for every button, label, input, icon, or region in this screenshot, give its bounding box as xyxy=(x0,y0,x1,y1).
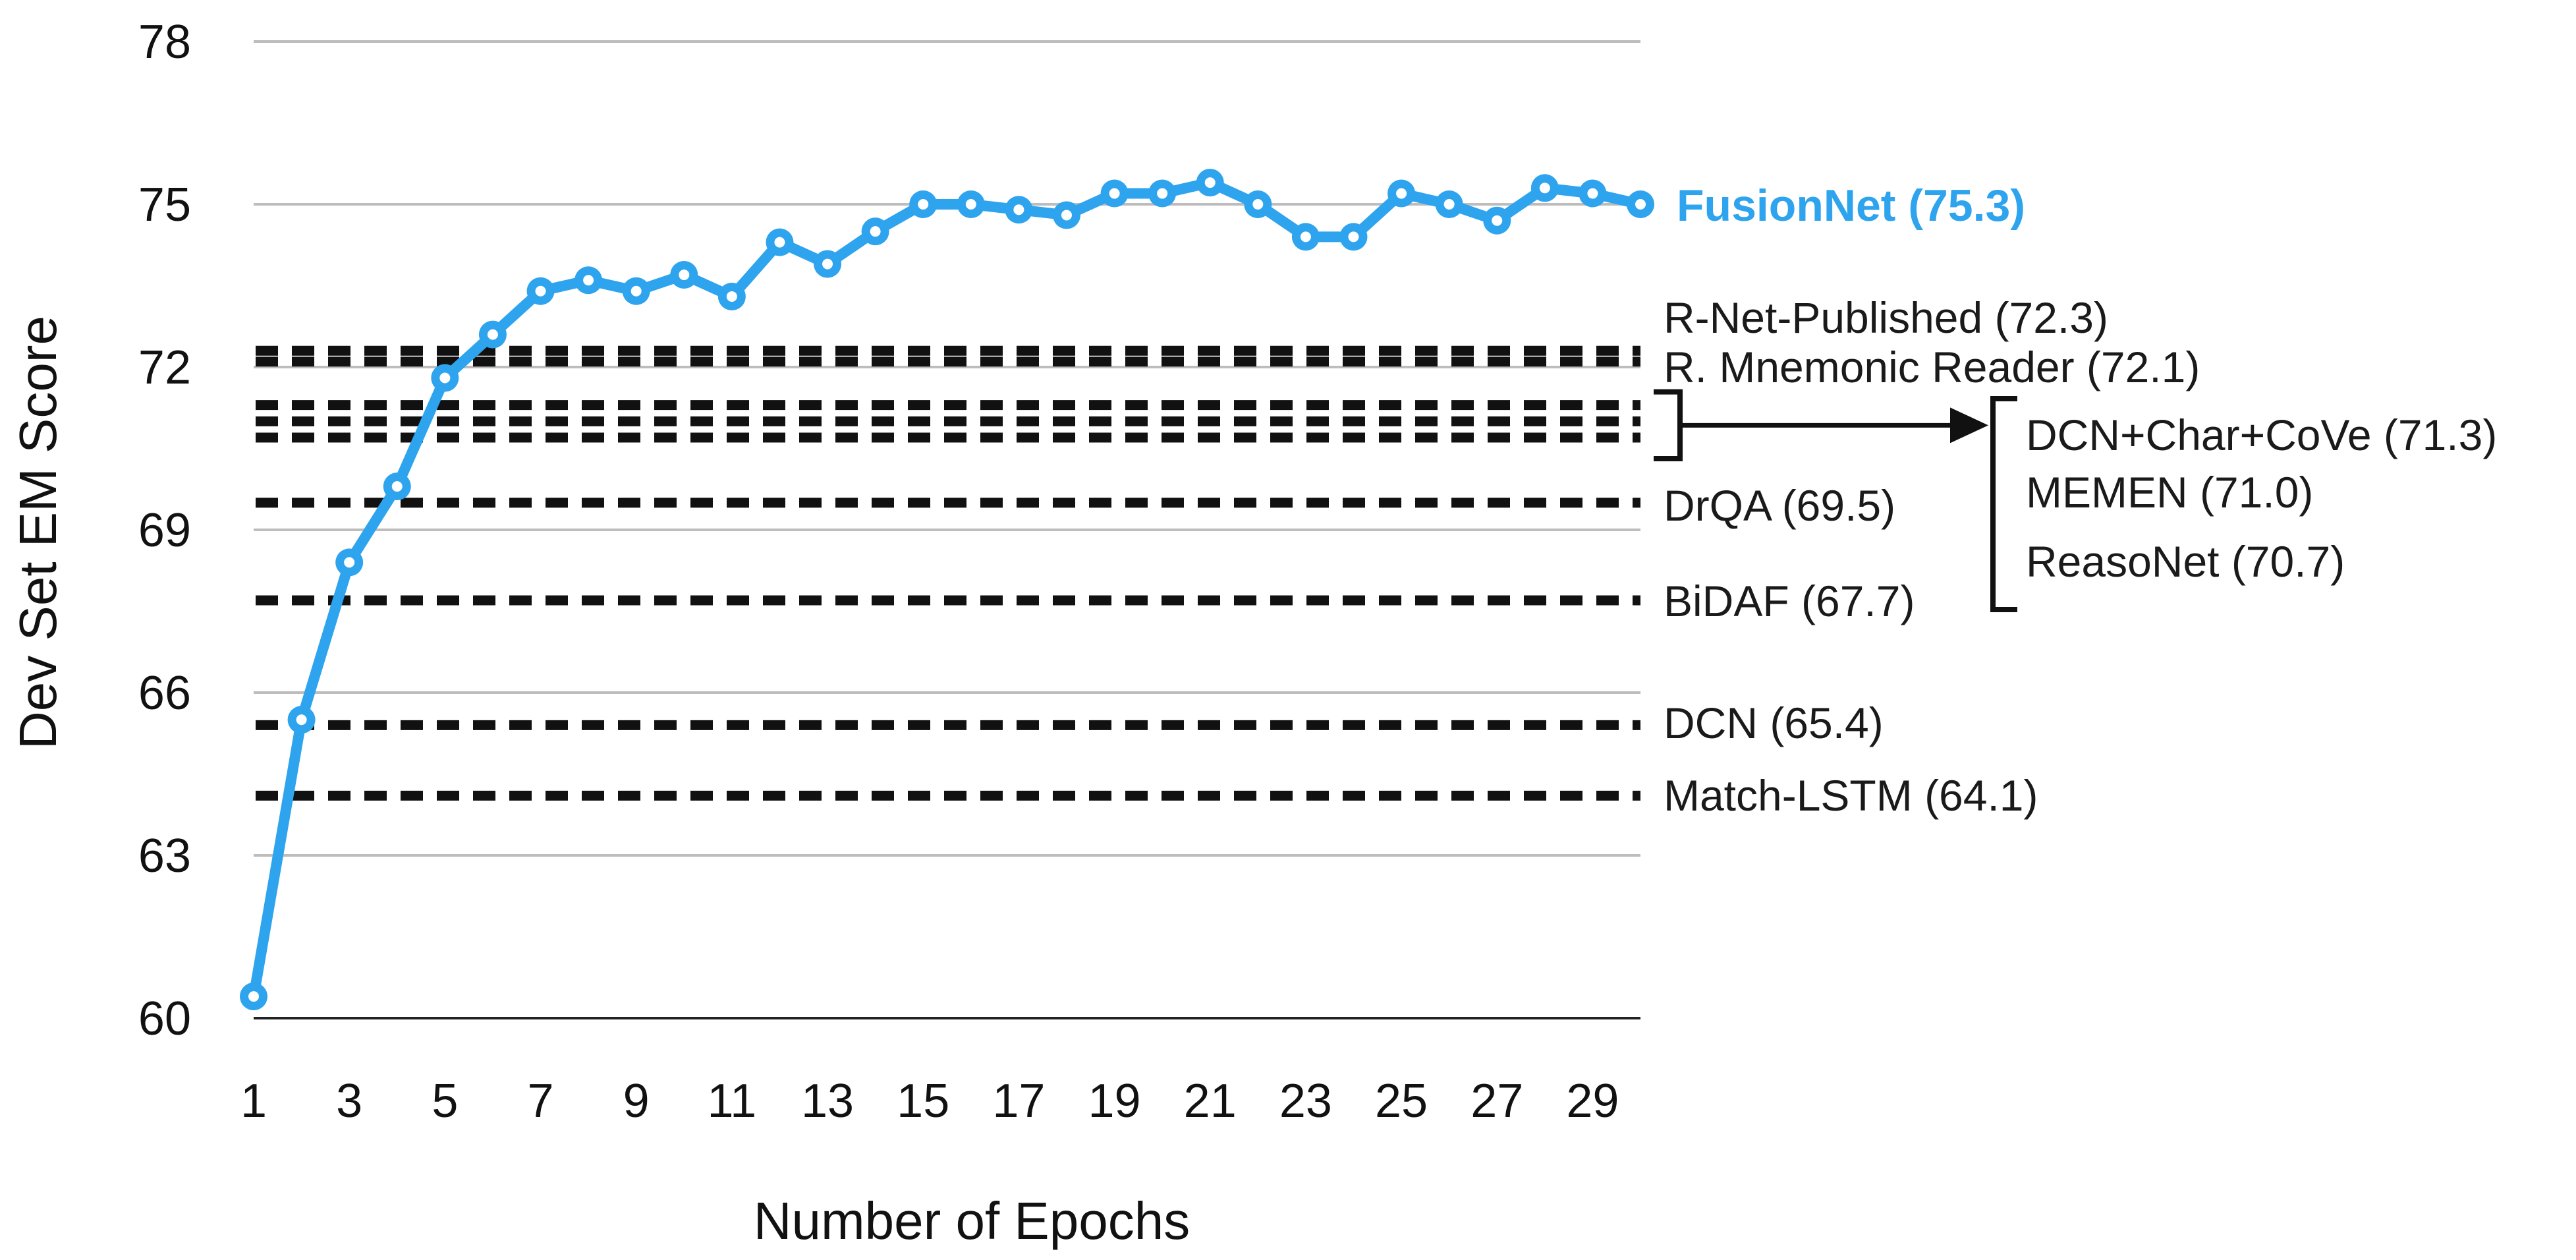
data-point-center-epoch-13 xyxy=(822,258,833,270)
x-tick-15: 15 xyxy=(897,1075,949,1128)
data-point-center-epoch-29 xyxy=(1587,188,1598,199)
y-tick-75: 75 xyxy=(138,179,191,231)
data-point-center-epoch-2 xyxy=(296,714,307,726)
data-point-center-epoch-23 xyxy=(1300,231,1311,243)
y-axis-title: Dev Set EM Score xyxy=(9,316,67,749)
x-tick-9: 9 xyxy=(623,1075,650,1128)
y-tick-69: 69 xyxy=(138,504,191,557)
data-point-center-epoch-12 xyxy=(774,237,785,248)
ref-label-drqa: DrQA (69.5) xyxy=(1664,481,1895,530)
data-point-center-epoch-26 xyxy=(1443,199,1455,210)
data-point-center-epoch-28 xyxy=(1539,183,1550,194)
ref-label-r-net-published: R-Net-Published (72.3) xyxy=(1664,293,2108,342)
series-label-fusionnet: FusionNet (75.3) xyxy=(1677,181,2025,231)
y-gridlines xyxy=(254,40,1640,1019)
ref-label-r-mnemonic-reader: R. Mnemonic Reader (72.1) xyxy=(1664,343,2200,391)
data-point-center-epoch-9 xyxy=(630,285,642,297)
x-tick-17: 17 xyxy=(992,1075,1045,1128)
ref-label-match-lstm: Match-LSTM (64.1) xyxy=(1664,771,2038,820)
arrow-head xyxy=(1950,407,1988,444)
y-tick-60: 60 xyxy=(138,992,191,1045)
data-point-center-epoch-17 xyxy=(1013,204,1024,215)
data-point-center-epoch-25 xyxy=(1396,188,1407,199)
data-point-center-epoch-14 xyxy=(870,226,881,237)
data-point-center-epoch-30 xyxy=(1635,199,1646,210)
data-point-center-epoch-21 xyxy=(1204,177,1216,188)
y-tick-labels: 60 63 66 69 72 75 78 xyxy=(138,16,191,1045)
bracket-annotation xyxy=(1654,389,2017,612)
data-point-center-epoch-6 xyxy=(487,329,498,340)
series-fusionnet: FusionNet (75.3) xyxy=(240,169,2025,1011)
x-tick-3: 3 xyxy=(336,1075,362,1128)
reference-line-labels: R-Net-Published (72.3)R. Mnemonic Reader… xyxy=(1664,293,2497,820)
data-point-center-epoch-27 xyxy=(1492,215,1503,226)
x-tick-21: 21 xyxy=(1184,1075,1237,1128)
ref-label-dcn-char-cove: DCN+Char+CoVe (71.3) xyxy=(2026,411,2497,459)
x-tick-5: 5 xyxy=(432,1075,458,1128)
x-tick-29: 29 xyxy=(1566,1075,1619,1128)
y-tick-63: 63 xyxy=(138,830,191,882)
data-point-center-epoch-16 xyxy=(965,199,976,210)
data-point-center-epoch-3 xyxy=(344,557,355,568)
data-point-center-epoch-18 xyxy=(1061,210,1072,221)
data-point-center-epoch-5 xyxy=(439,372,451,384)
reference-lines xyxy=(256,345,1640,801)
y-tick-72: 72 xyxy=(138,341,191,394)
data-point-center-epoch-8 xyxy=(583,275,594,286)
x-tick-13: 13 xyxy=(801,1075,854,1128)
ref-label-memen: MEMEN (71.0) xyxy=(2026,468,2313,517)
x-tick-19: 19 xyxy=(1088,1075,1141,1128)
left-bracket xyxy=(1654,389,1683,462)
ref-label-dcn: DCN (65.4) xyxy=(1664,699,1884,747)
y-tick-66: 66 xyxy=(138,667,191,720)
x-tick-7: 7 xyxy=(527,1075,553,1128)
data-point-center-epoch-20 xyxy=(1157,188,1168,199)
x-axis-title: Number of Epochs xyxy=(754,1191,1190,1250)
data-point-center-epoch-1 xyxy=(248,991,259,1002)
data-point-center-epoch-7 xyxy=(535,285,546,297)
data-point-center-epoch-10 xyxy=(679,270,690,281)
y-tick-78: 78 xyxy=(138,16,191,69)
x-tick-11: 11 xyxy=(707,1075,756,1128)
x-tick-labels: 1 3 5 7 9 11 13 15 17 19 21 23 25 27 29 xyxy=(240,1075,1619,1128)
x-tick-25: 25 xyxy=(1375,1075,1428,1128)
data-point-center-epoch-4 xyxy=(391,481,403,492)
data-point-center-epoch-15 xyxy=(918,199,929,210)
ref-label-reasonet: ReasoNet (70.7) xyxy=(2026,537,2345,586)
data-point-center-epoch-24 xyxy=(1348,231,1359,243)
series-line-fusionnet xyxy=(248,177,1646,1002)
data-point-center-epoch-11 xyxy=(726,291,737,302)
x-tick-23: 23 xyxy=(1279,1075,1332,1128)
right-bracket xyxy=(1990,396,2017,612)
ref-label-bidaf: BiDAF (67.7) xyxy=(1664,577,1915,625)
data-point-center-epoch-19 xyxy=(1109,188,1120,199)
x-tick-27: 27 xyxy=(1470,1075,1523,1128)
data-point-center-epoch-22 xyxy=(1252,199,1264,210)
x-tick-1: 1 xyxy=(240,1075,267,1128)
